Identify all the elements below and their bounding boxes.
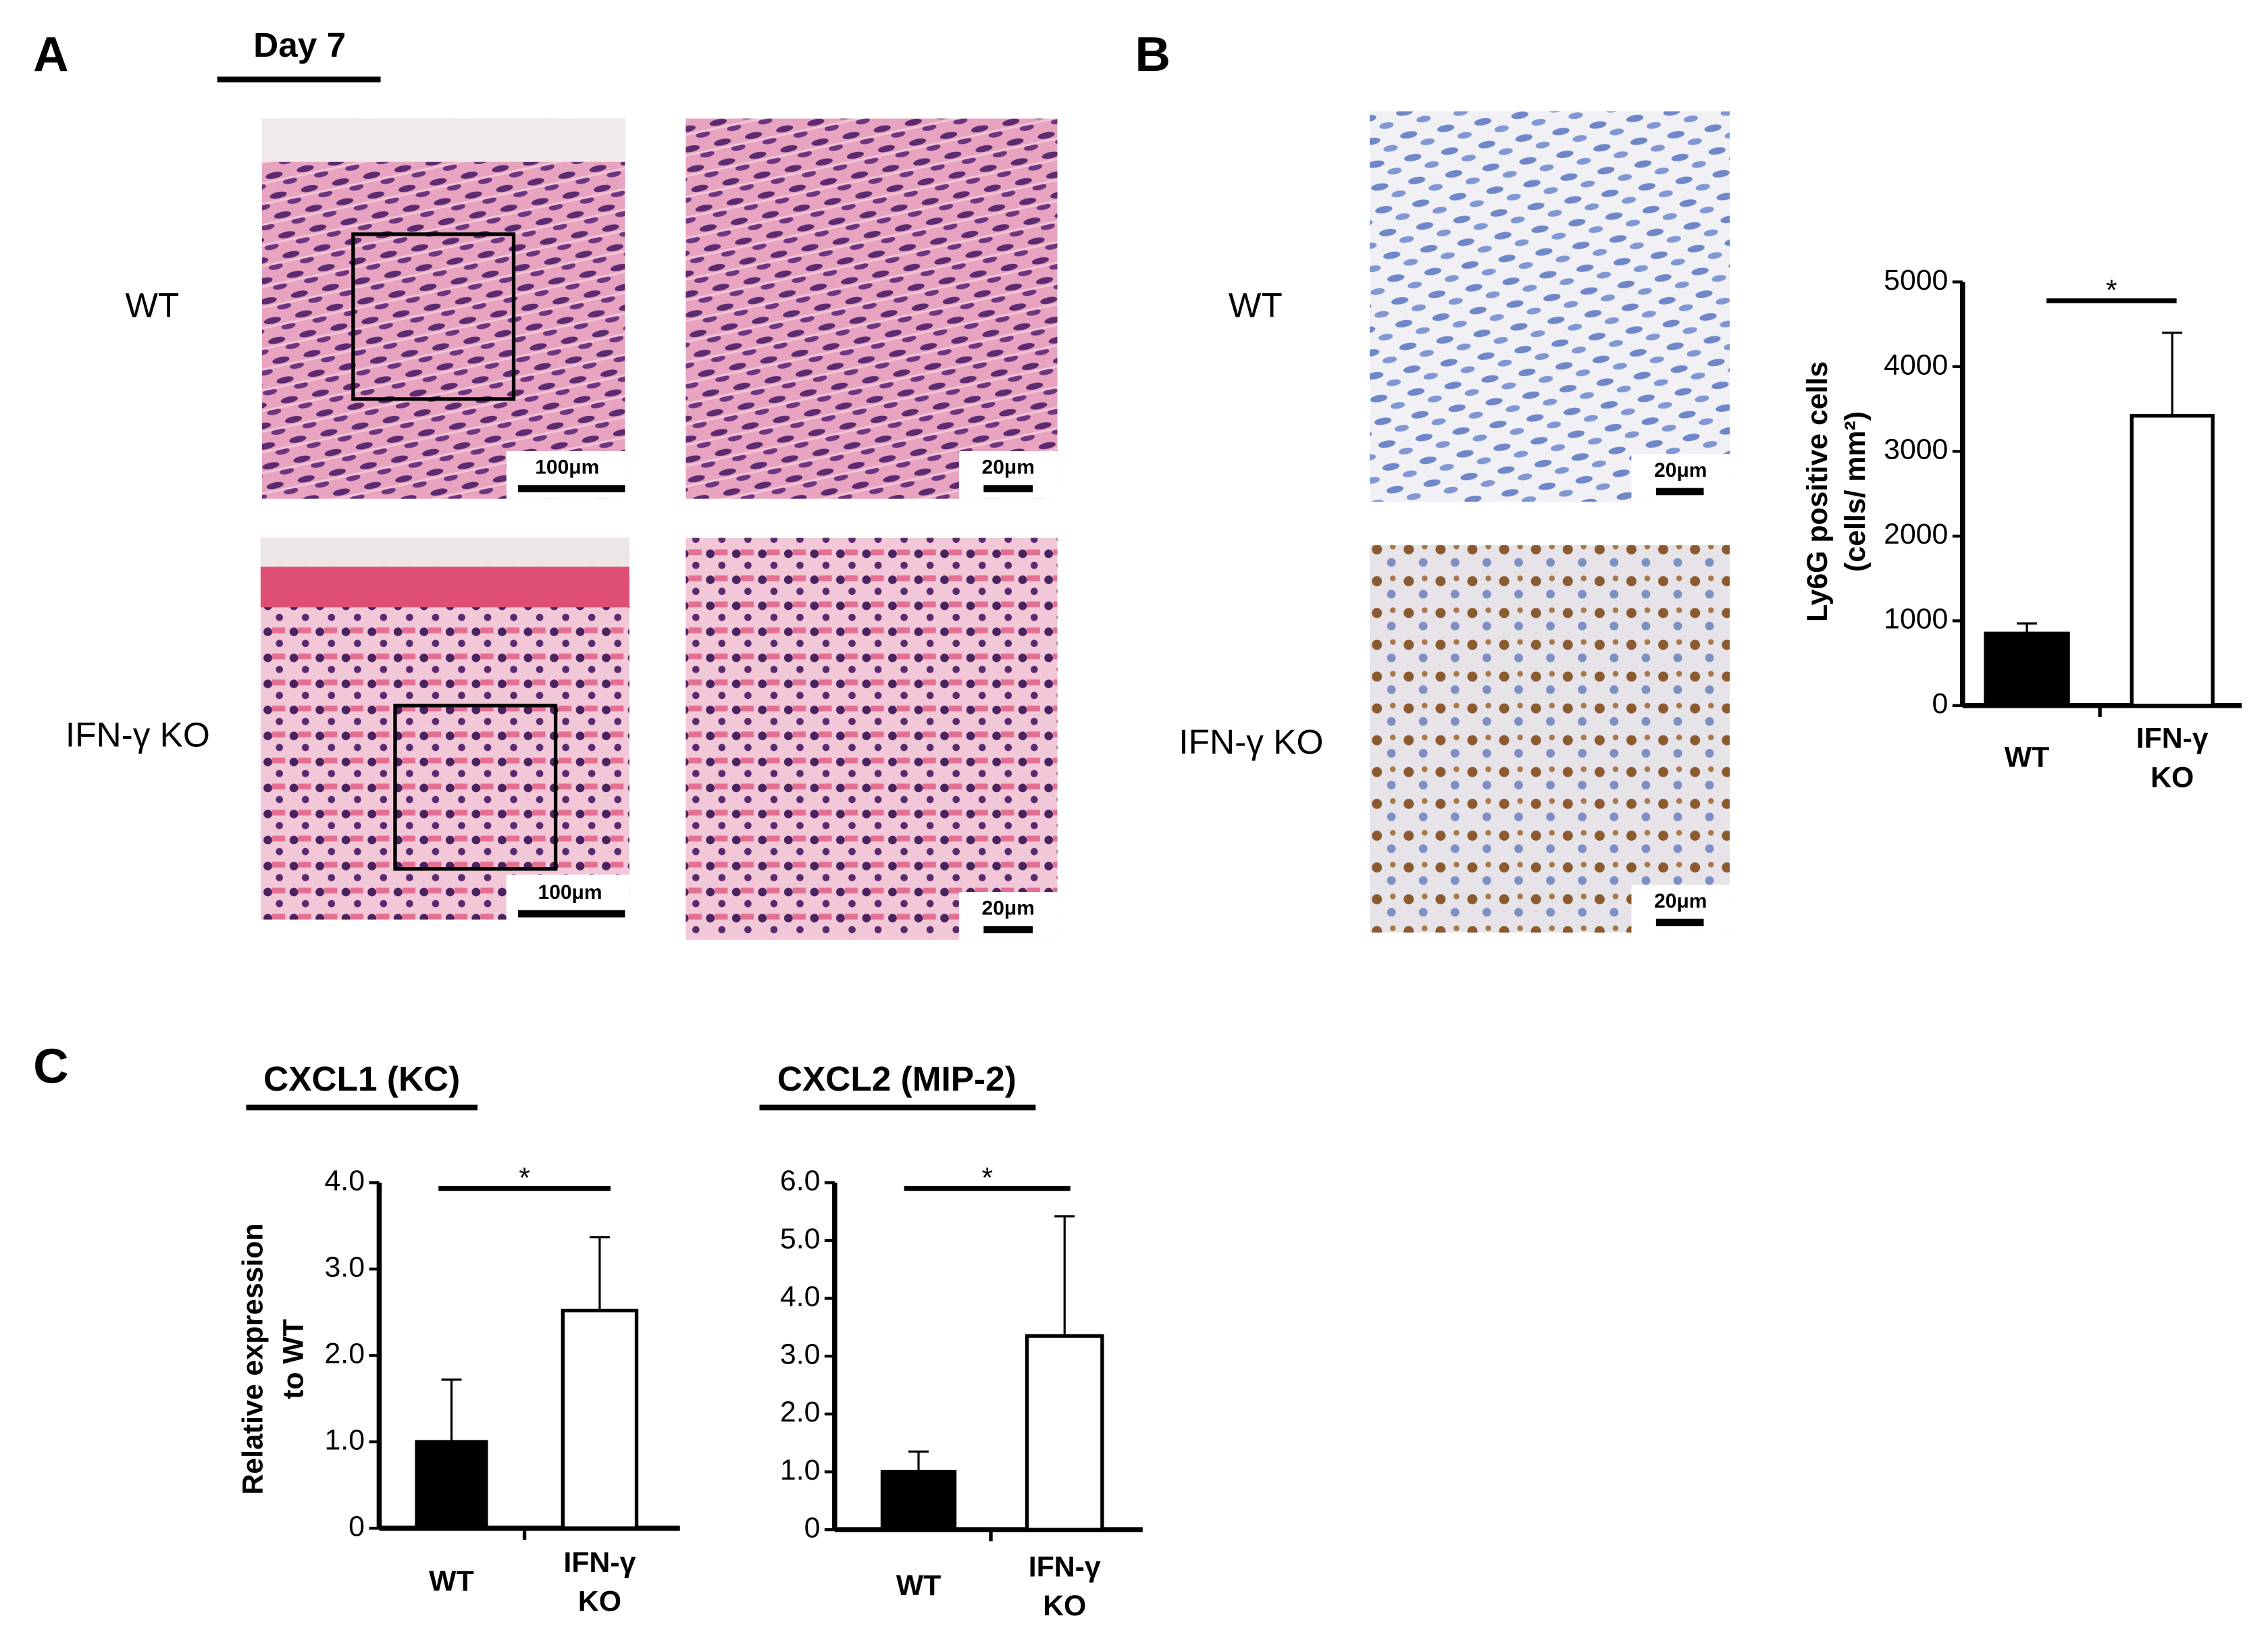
- x-tick-label: KO: [1043, 1590, 1086, 1622]
- bar: [561, 1308, 639, 1530]
- bar: [1984, 631, 2070, 708]
- y-tick-label: 1000: [1884, 603, 1948, 635]
- scale-bar-label: 20μm: [982, 897, 1035, 920]
- y-tick-label: 2.0: [325, 1337, 365, 1370]
- y-axis-label: (cells/ mm²): [1839, 411, 1872, 572]
- y-tick-label: 3.0: [780, 1338, 821, 1371]
- row-label: IFN-γ KO: [66, 714, 210, 754]
- x-tick-label: KO: [2150, 761, 2194, 793]
- y-tick-label: 0: [349, 1510, 365, 1542]
- micrograph: [686, 538, 1058, 940]
- y-axis-label: Relative expression: [237, 1224, 269, 1495]
- y-tick-label: 4.0: [780, 1280, 821, 1313]
- chart-title: CXCL2 (MIP-2): [777, 1059, 1016, 1098]
- micrograph: [686, 118, 1058, 499]
- significance-mark: *: [519, 1162, 530, 1194]
- scale-bar-label: 20μm: [982, 457, 1035, 479]
- inset-box: [393, 704, 558, 871]
- micrograph: [1369, 545, 1730, 933]
- scale-bar-label: 100μm: [535, 457, 599, 479]
- scale-bar-label: 20μm: [1654, 890, 1707, 912]
- x-tick-label: IFN-γ: [1029, 1551, 1101, 1583]
- bar: [880, 1469, 957, 1532]
- significance-mark: *: [2106, 274, 2117, 307]
- y-tick-label: 2.0: [780, 1396, 821, 1428]
- micrograph-edge: [260, 567, 629, 608]
- x-tick-label: IFN-γ: [563, 1546, 636, 1579]
- panel-label: C: [33, 1039, 69, 1094]
- timepoint: Day 7: [253, 25, 346, 64]
- y-tick-label: 3.0: [325, 1251, 365, 1284]
- chart-title: CXCL1 (KC): [263, 1059, 460, 1098]
- y-tick-label: 1.0: [325, 1424, 365, 1456]
- y-axis-label: to WT: [278, 1319, 310, 1399]
- y-tick-label: 2000: [1884, 518, 1948, 550]
- micrograph: [261, 118, 625, 499]
- y-tick-label: 4000: [1884, 348, 1948, 381]
- y-axis-label: Ly6G positive cells: [1801, 361, 1834, 622]
- x-tick-label: WT: [2005, 741, 2050, 773]
- scale-bar-label: 20μm: [1654, 459, 1707, 481]
- micrograph-edge: [260, 538, 629, 567]
- x-tick-label: WT: [896, 1569, 942, 1602]
- row-label: WT: [1229, 286, 1283, 325]
- x-tick-label: WT: [429, 1565, 474, 1598]
- inset-box: [351, 232, 516, 401]
- row-label: IFN-γ KO: [1179, 722, 1323, 761]
- y-tick-label: 3000: [1884, 434, 1948, 466]
- panel-label: B: [1135, 27, 1171, 82]
- row-label: WT: [125, 286, 179, 325]
- significance-mark: *: [981, 1162, 993, 1194]
- y-tick-label: 6.0: [780, 1165, 821, 1197]
- scale-bar-label: 100μm: [538, 881, 602, 904]
- micrograph: [1369, 111, 1730, 502]
- bar: [1025, 1334, 1104, 1532]
- bar: [415, 1440, 488, 1530]
- y-tick-label: 0: [1932, 687, 1949, 720]
- micrograph-edge: [261, 118, 625, 162]
- x-tick-label: KO: [578, 1586, 621, 1618]
- bar: [2130, 414, 2215, 708]
- y-tick-label: 5.0: [780, 1222, 821, 1255]
- y-tick-label: 4.0: [325, 1165, 365, 1197]
- panel-label: A: [33, 27, 69, 82]
- y-tick-label: 0: [804, 1511, 821, 1544]
- x-tick-label: IFN-γ: [2136, 722, 2209, 754]
- y-tick-label: 1.0: [780, 1454, 821, 1486]
- y-tick-label: 5000: [1884, 264, 1948, 296]
